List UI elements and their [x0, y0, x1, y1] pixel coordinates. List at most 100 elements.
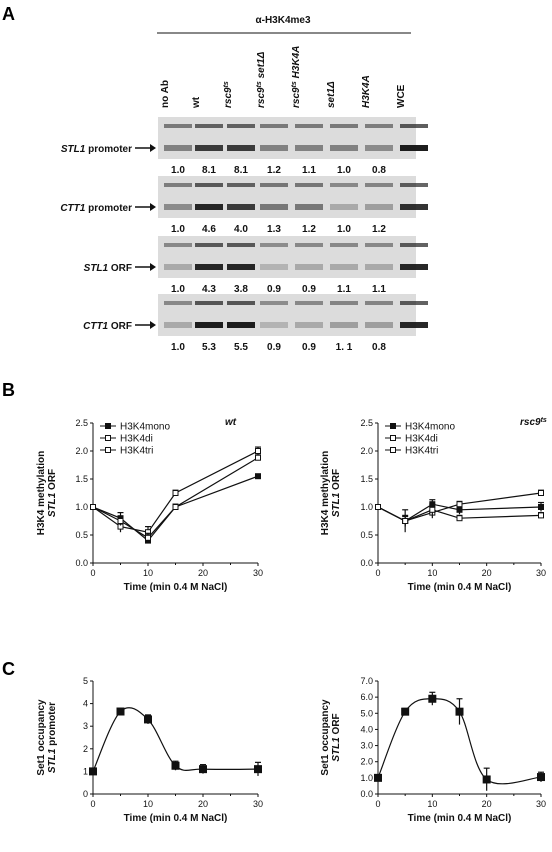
gel-band-lower	[227, 145, 255, 151]
gel-band-lower	[164, 322, 192, 328]
gel-band-lower	[227, 204, 255, 210]
panel-letter-a: A	[2, 4, 15, 24]
x-axis-label: Time (min 0.4 M NaCl)	[408, 582, 512, 593]
x-tick-label: 0	[90, 568, 95, 578]
gel-band-lower	[195, 322, 223, 328]
gel-band-upper	[295, 124, 323, 128]
quant-value: 1.1	[372, 284, 386, 295]
data-point	[482, 775, 491, 784]
gel-band-lower	[365, 264, 393, 270]
y-tick-label: 0.0	[360, 558, 373, 568]
gel-band-upper	[195, 243, 223, 247]
lane-header: rsc9ts	[223, 81, 235, 108]
lane-header: wt	[191, 96, 202, 109]
lane-headers: no Ab wt rsc9ts rsc9ts set1Δ rsc9ts H3K4A set…	[160, 46, 407, 109]
data-point	[116, 707, 125, 716]
antibody-label: α-H3K4me3	[255, 15, 310, 26]
x-tick-label: 0	[90, 799, 95, 809]
legend-marker	[105, 447, 111, 453]
data-point	[538, 504, 544, 510]
gel-band-upper	[195, 124, 223, 128]
x-tick-label: 30	[536, 799, 546, 809]
data-point	[455, 707, 464, 716]
gel-label: STL1 promoter	[61, 144, 132, 155]
quant-value: 1. 1	[336, 342, 353, 353]
quant-value: 8.1	[234, 165, 248, 176]
data-point	[538, 512, 544, 519]
y-tick-label: 5	[83, 676, 88, 686]
x-tick-label: 30	[253, 568, 263, 578]
data-point	[90, 504, 96, 510]
y-tick-label: 2	[83, 744, 88, 754]
x-tick-label: 10	[143, 799, 153, 809]
gel-band-upper	[227, 243, 255, 247]
x-tick-label: 20	[482, 568, 492, 578]
data-point	[89, 767, 97, 776]
y-tick-label: 1.0	[75, 502, 88, 512]
gel-band-upper	[400, 301, 428, 305]
quant-value: 1.0	[337, 224, 351, 235]
gel-band-upper	[227, 301, 255, 305]
y-tick-label: 1.5	[75, 474, 88, 484]
y-tick-label: 3.0	[360, 741, 373, 751]
y-axis-label-2: STL1 ORF	[331, 469, 342, 517]
gel-band-lower	[365, 204, 393, 210]
gel-band-lower	[365, 322, 393, 328]
gel-band-upper	[295, 183, 323, 187]
gel-1: STL1 promoter 1.0 8.1 8.1 1.2 1.1 1.0 0.8	[61, 117, 428, 176]
y-tick-label: 1.5	[360, 474, 373, 484]
x-axis-label: Time (min 0.4 M NaCl)	[408, 813, 512, 824]
gel-band-lower	[295, 204, 323, 210]
legend-label: H3K4di	[120, 434, 153, 445]
legend-marker	[390, 447, 396, 453]
gel-band-lower	[260, 204, 288, 210]
y-tick-label: 4.0	[360, 724, 373, 734]
gel-label: CTT1 promoter	[60, 203, 132, 214]
gel-band-lower	[260, 145, 288, 151]
data-point	[456, 506, 463, 513]
data-point	[429, 506, 436, 513]
y-tick-label: 2.5	[75, 418, 88, 428]
quant-value: 1.3	[267, 224, 281, 235]
gel-band-lower	[295, 264, 323, 270]
gel-band-upper	[330, 124, 358, 128]
y-tick-label: 2.0	[360, 757, 373, 767]
gel-band-upper	[164, 243, 192, 247]
legend-marker	[105, 423, 111, 429]
y-tick-label: 0.5	[75, 530, 88, 540]
gel-band-lower	[260, 264, 288, 270]
gel-band-upper	[400, 183, 428, 187]
gel-band-lower	[295, 322, 323, 328]
chart-title: rsc9ts	[520, 417, 547, 429]
gel-band-upper	[330, 243, 358, 247]
panel-letter-b: B	[2, 380, 15, 400]
x-axis-label: Time (min 0.4 M NaCl)	[124, 813, 228, 824]
legend-label: H3K4mono	[405, 422, 455, 433]
chart-set1-orf: 0.0 1.0 2.0 3.0 4.0 5.0 6.0 7.0 0 10 20 30 Time (min…	[320, 676, 546, 824]
data-point	[254, 765, 262, 774]
arrow-icon	[150, 321, 156, 329]
data-point	[145, 534, 151, 541]
legend-marker	[390, 435, 396, 441]
x-tick-label: 0	[375, 799, 380, 809]
data-point	[117, 518, 124, 524]
quant-value: 0.9	[267, 284, 281, 295]
lane-header: rsc9ts set1Δ	[256, 51, 268, 108]
y-tick-label: 7.0	[360, 676, 373, 686]
x-tick-label: 20	[198, 568, 208, 578]
x-tick-label: 10	[143, 568, 153, 578]
gel-band-upper	[260, 301, 288, 305]
panel-letter-c: C	[2, 659, 15, 679]
data-point	[456, 515, 463, 522]
quant-value: 0.8	[372, 165, 386, 176]
quant-value: 1.2	[267, 165, 281, 176]
lane-header: WCE	[396, 84, 407, 108]
data-point	[374, 773, 382, 782]
y-tick-label: 2.0	[360, 446, 373, 456]
data-point	[537, 773, 545, 782]
gel-band-upper	[260, 183, 288, 187]
gel-background	[158, 236, 416, 278]
gel-band-upper	[227, 183, 255, 187]
gel-band-lower	[400, 145, 428, 151]
